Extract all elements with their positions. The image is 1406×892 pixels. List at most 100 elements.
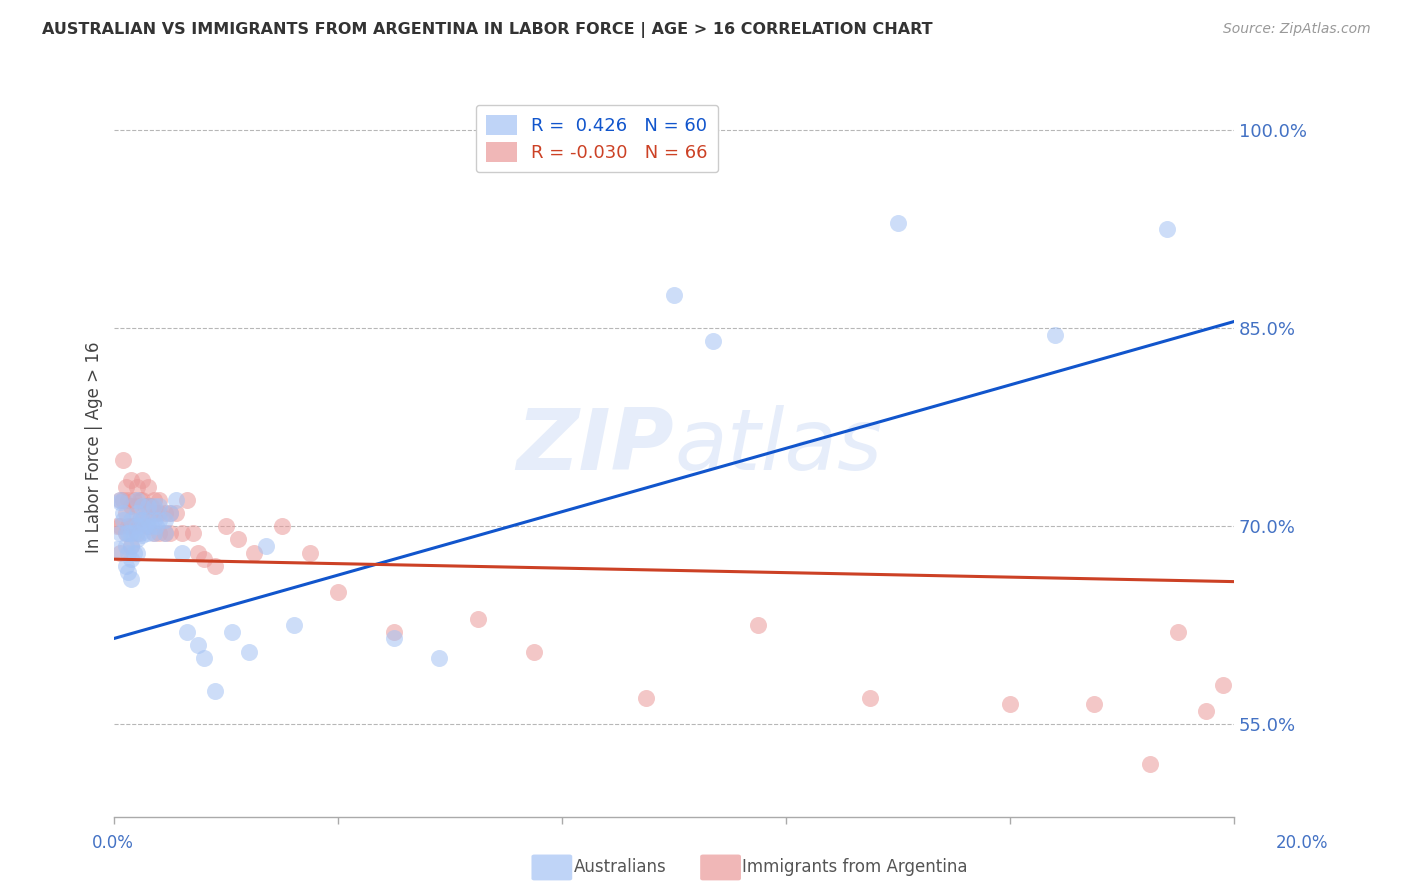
Point	[170, 545, 193, 559]
Point	[1167, 624, 1189, 639]
Point	[142, 500, 165, 514]
Point	[120, 539, 142, 553]
Point	[887, 216, 910, 230]
Point	[204, 684, 226, 698]
Point	[226, 533, 249, 547]
Point	[159, 525, 181, 540]
Point	[122, 492, 145, 507]
Text: ZIP: ZIP	[516, 406, 673, 489]
Point	[142, 525, 165, 540]
Text: 20.0%: 20.0%	[1277, 834, 1329, 852]
Y-axis label: In Labor Force | Age > 16: In Labor Force | Age > 16	[86, 342, 103, 553]
Point	[136, 519, 159, 533]
Point	[128, 492, 150, 507]
Point	[134, 519, 156, 533]
Text: Immigrants from Argentina: Immigrants from Argentina	[742, 858, 967, 876]
Point	[108, 525, 131, 540]
Point	[131, 473, 153, 487]
Point	[120, 473, 142, 487]
Point	[148, 506, 170, 520]
Point	[187, 545, 209, 559]
Point	[271, 519, 294, 533]
Point	[142, 512, 165, 526]
Point	[122, 525, 145, 540]
Point	[114, 525, 136, 540]
Point	[131, 512, 153, 526]
Point	[193, 552, 215, 566]
Point	[120, 572, 142, 586]
Point	[139, 500, 162, 514]
Point	[176, 492, 198, 507]
Point	[136, 512, 159, 526]
Text: Source: ZipAtlas.com: Source: ZipAtlas.com	[1223, 22, 1371, 37]
Point	[131, 528, 153, 542]
Point	[120, 500, 142, 514]
Point	[108, 492, 131, 507]
Point	[134, 500, 156, 514]
Point	[1212, 677, 1234, 691]
Point	[176, 624, 198, 639]
Point	[187, 638, 209, 652]
Point	[859, 690, 882, 705]
Point	[117, 525, 139, 540]
Point	[117, 566, 139, 580]
Point	[108, 519, 131, 533]
Point	[114, 539, 136, 553]
Point	[117, 492, 139, 507]
Point	[170, 525, 193, 540]
Point	[243, 545, 266, 559]
Point	[125, 506, 148, 520]
Point	[111, 506, 134, 520]
Point	[148, 500, 170, 514]
Point	[114, 506, 136, 520]
Point	[125, 533, 148, 547]
Point	[148, 525, 170, 540]
Point	[467, 611, 489, 625]
Legend: R =  0.426   N = 60, R = -0.030   N = 66: R = 0.426 N = 60, R = -0.030 N = 66	[475, 104, 718, 172]
Point	[148, 512, 170, 526]
Point	[136, 525, 159, 540]
Point	[165, 492, 187, 507]
Point	[122, 545, 145, 559]
Point	[153, 506, 176, 520]
Point	[136, 500, 159, 514]
Point	[998, 698, 1021, 712]
Point	[153, 512, 176, 526]
Point	[139, 519, 162, 533]
Point	[120, 525, 142, 540]
Point	[181, 525, 204, 540]
Point	[636, 690, 658, 705]
Point	[117, 545, 139, 559]
Point	[1043, 327, 1066, 342]
Point	[299, 545, 322, 559]
Point	[105, 519, 128, 533]
Point	[105, 541, 128, 556]
Point	[125, 492, 148, 507]
Point	[238, 644, 260, 658]
Point	[221, 624, 243, 639]
Point	[382, 632, 405, 646]
Point	[142, 506, 165, 520]
Point	[108, 545, 131, 559]
Point	[120, 512, 142, 526]
Point	[1083, 698, 1105, 712]
Point	[1156, 222, 1178, 236]
Point	[128, 525, 150, 540]
Point	[120, 552, 142, 566]
Point	[131, 492, 153, 507]
Point	[114, 479, 136, 493]
Text: AUSTRALIAN VS IMMIGRANTS FROM ARGENTINA IN LABOR FORCE | AGE > 16 CORRELATION CH: AUSTRALIAN VS IMMIGRANTS FROM ARGENTINA …	[42, 22, 932, 38]
Point	[145, 519, 167, 533]
Point	[328, 585, 350, 599]
Point	[128, 512, 150, 526]
Point	[159, 506, 181, 520]
Point	[117, 519, 139, 533]
Point	[136, 500, 159, 514]
Point	[153, 525, 176, 540]
Point	[142, 492, 165, 507]
Point	[747, 618, 769, 632]
Point	[148, 492, 170, 507]
Point	[215, 519, 238, 533]
Point	[131, 500, 153, 514]
Point	[114, 558, 136, 573]
